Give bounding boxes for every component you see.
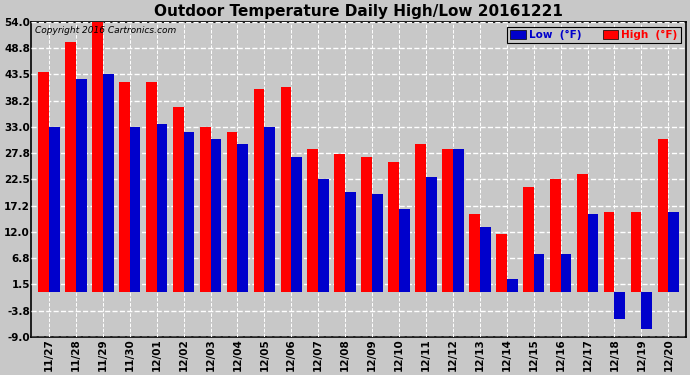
- Bar: [254, 89, 264, 292]
- Bar: [560, 254, 571, 292]
- Bar: [281, 87, 291, 292]
- Bar: [92, 19, 103, 292]
- Legend: Low  (°F), High  (°F): Low (°F), High (°F): [507, 27, 680, 43]
- Bar: [415, 144, 426, 292]
- Bar: [453, 149, 464, 292]
- Bar: [480, 226, 491, 292]
- Bar: [615, 292, 625, 319]
- Bar: [426, 177, 437, 292]
- Bar: [372, 194, 383, 292]
- Bar: [604, 211, 615, 292]
- Bar: [642, 292, 652, 329]
- Bar: [550, 179, 560, 292]
- Bar: [469, 214, 480, 292]
- Bar: [184, 132, 195, 292]
- Bar: [588, 214, 598, 292]
- Text: Copyright 2016 Cartronics.com: Copyright 2016 Cartronics.com: [34, 27, 176, 36]
- Bar: [577, 174, 588, 292]
- Bar: [533, 254, 544, 292]
- Bar: [362, 157, 372, 292]
- Bar: [210, 139, 221, 292]
- Bar: [38, 72, 49, 292]
- Bar: [631, 211, 642, 292]
- Bar: [523, 187, 533, 292]
- Bar: [442, 149, 453, 292]
- Bar: [308, 149, 318, 292]
- Bar: [157, 124, 168, 292]
- Bar: [496, 234, 506, 292]
- Bar: [335, 154, 345, 292]
- Bar: [65, 42, 76, 292]
- Bar: [227, 132, 237, 292]
- Bar: [49, 127, 60, 292]
- Bar: [345, 192, 356, 292]
- Bar: [119, 82, 130, 292]
- Bar: [291, 157, 302, 292]
- Bar: [669, 211, 679, 292]
- Bar: [199, 127, 210, 292]
- Bar: [103, 74, 114, 292]
- Bar: [172, 106, 184, 292]
- Bar: [264, 127, 275, 292]
- Title: Outdoor Temperature Daily High/Low 20161221: Outdoor Temperature Daily High/Low 20161…: [154, 4, 563, 19]
- Bar: [388, 162, 399, 292]
- Bar: [76, 79, 87, 292]
- Bar: [130, 127, 141, 292]
- Bar: [399, 209, 410, 292]
- Bar: [146, 82, 157, 292]
- Bar: [318, 179, 329, 292]
- Bar: [658, 139, 669, 292]
- Bar: [237, 144, 248, 292]
- Bar: [506, 279, 518, 292]
